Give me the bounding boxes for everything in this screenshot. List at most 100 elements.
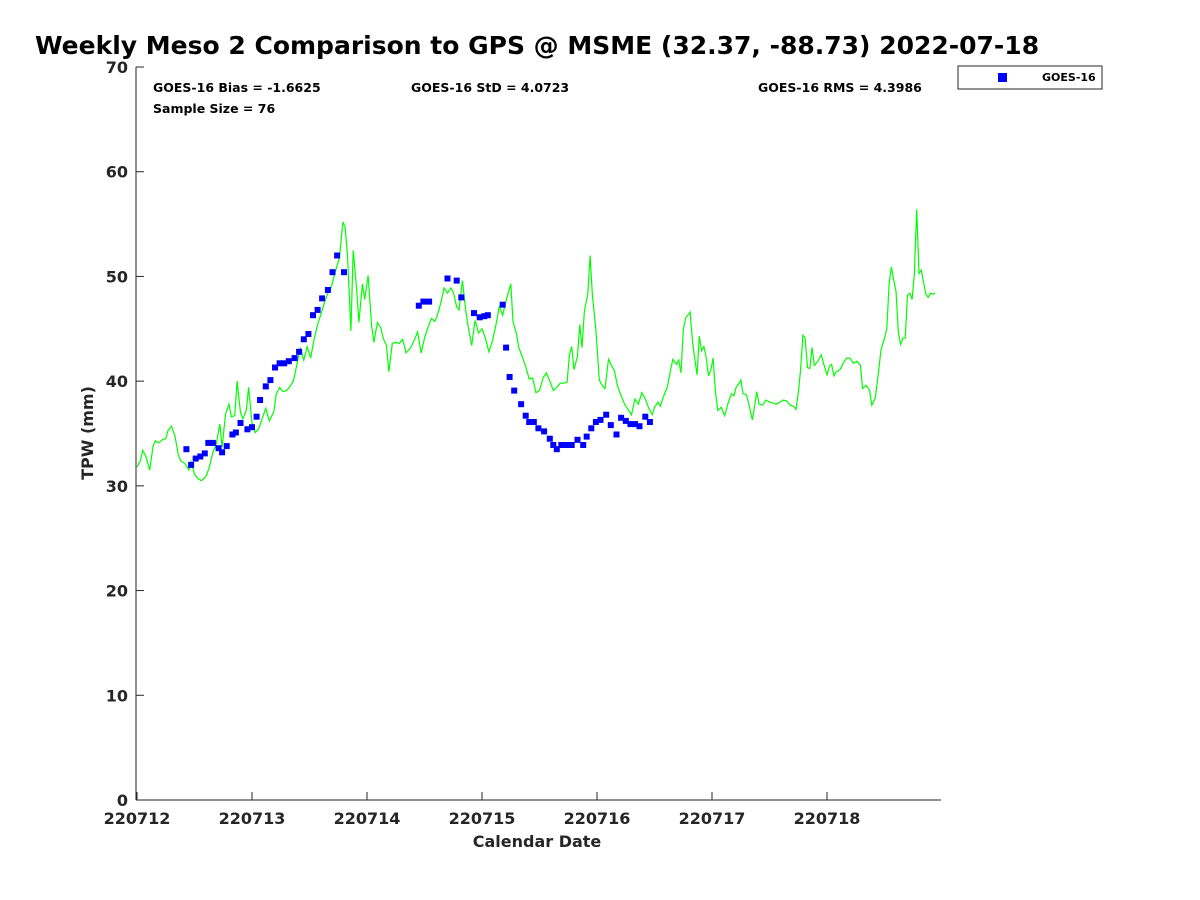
goes16-point bbox=[281, 360, 288, 367]
x-tick-label: 220716 bbox=[564, 809, 631, 828]
y-tick-label: 0 bbox=[117, 791, 128, 810]
goes16-point bbox=[499, 301, 506, 308]
legend-label-goes16: GOES-16 bbox=[1042, 71, 1096, 84]
goes16-point bbox=[334, 252, 341, 259]
goes16-point bbox=[618, 414, 625, 421]
goes16-point bbox=[249, 424, 255, 431]
y-tick-label: 60 bbox=[106, 163, 128, 182]
goes16-point bbox=[272, 364, 278, 371]
y-tick-label: 50 bbox=[106, 267, 128, 286]
stat-bias: GOES-16 Bias = -1.6625 bbox=[153, 80, 321, 95]
chart-title: Weekly Meso 2 Comparison to GPS @ MSME (… bbox=[35, 31, 1039, 60]
stat-sample-size: Sample Size = 76 bbox=[153, 101, 275, 116]
goes16-point bbox=[564, 442, 571, 448]
goes16-point bbox=[310, 312, 316, 319]
x-tick-label: 220712 bbox=[104, 809, 171, 828]
goes16-point bbox=[522, 412, 529, 419]
stat-std: GOES-16 StD = 4.0723 bbox=[411, 80, 569, 95]
goes16-point bbox=[568, 442, 575, 448]
goes16-point bbox=[506, 374, 513, 380]
goes16-point bbox=[511, 387, 518, 394]
goes16-point bbox=[296, 348, 303, 355]
stat-rms: GOES-16 RMS = 4.3986 bbox=[758, 80, 922, 95]
x-tick-label: 220715 bbox=[449, 809, 516, 828]
goes16-point bbox=[201, 450, 208, 457]
x-tick-label: 220718 bbox=[794, 809, 861, 828]
y-tick-label: 70 bbox=[106, 58, 128, 77]
goes16-point bbox=[215, 445, 222, 452]
goes16-point bbox=[553, 446, 560, 453]
goes16-point bbox=[329, 269, 336, 276]
x-tick-label: 220717 bbox=[679, 809, 746, 828]
goes16-point bbox=[526, 419, 533, 425]
goes16-point bbox=[613, 431, 620, 438]
goes16-point bbox=[183, 446, 190, 453]
goes16-point bbox=[503, 344, 510, 351]
goes16-point bbox=[471, 310, 477, 317]
goes16-point bbox=[603, 411, 610, 418]
goes16-point bbox=[341, 269, 347, 276]
goes16-point bbox=[453, 277, 460, 284]
goes16-point bbox=[580, 442, 587, 448]
y-tick-label: 30 bbox=[106, 477, 128, 496]
goes16-point bbox=[223, 443, 230, 450]
x-tick-label: 220713 bbox=[219, 809, 286, 828]
goes16-point bbox=[622, 417, 629, 424]
goes16-point bbox=[300, 336, 307, 343]
goes16-point bbox=[627, 421, 634, 428]
goes16-point bbox=[209, 439, 216, 446]
y-axis-ticks: 0 10 20 30 40 50 60 70 bbox=[106, 58, 144, 810]
goes16-point bbox=[197, 453, 204, 460]
y-tick-label: 40 bbox=[106, 372, 128, 391]
goes16-point bbox=[484, 312, 491, 319]
goes16-point bbox=[530, 419, 537, 425]
goes16-point bbox=[253, 413, 260, 420]
x-axis-ticks: 220712 220713 220714 220715 220716 220717 2207… bbox=[104, 792, 861, 828]
goes16-point bbox=[205, 439, 212, 446]
goes16-point bbox=[558, 442, 565, 448]
y-tick-label: 10 bbox=[106, 686, 128, 705]
goes16-point bbox=[426, 298, 433, 305]
goes16-point bbox=[583, 433, 590, 440]
goes16-point bbox=[444, 275, 451, 282]
goes16-point bbox=[257, 397, 264, 403]
goes16-point bbox=[546, 435, 553, 442]
goes16-point bbox=[642, 413, 649, 420]
goes16-point bbox=[232, 429, 239, 436]
goes16-point bbox=[597, 416, 604, 423]
goes16-point bbox=[476, 314, 483, 321]
goes16-point bbox=[415, 302, 422, 309]
goes16-point bbox=[291, 355, 298, 362]
y-tick-label: 20 bbox=[106, 582, 128, 601]
goes16-point bbox=[319, 295, 326, 302]
legend-box bbox=[957, 65, 1103, 90]
legend: GOES-16 bbox=[957, 65, 1103, 90]
goes16-point bbox=[420, 298, 427, 305]
goes16-point bbox=[535, 425, 542, 432]
goes16-point bbox=[632, 421, 638, 428]
goes16-point bbox=[314, 306, 321, 313]
goes16-point bbox=[188, 461, 195, 468]
goes16-point bbox=[607, 422, 614, 429]
goes16-point bbox=[518, 401, 525, 408]
goes16-point bbox=[458, 294, 465, 301]
legend-marker-goes16 bbox=[998, 73, 1007, 82]
y-axis-label: TPW (mm) bbox=[78, 386, 97, 480]
goes16-point bbox=[192, 455, 199, 462]
goes16-point bbox=[636, 423, 643, 430]
goes16-point bbox=[481, 313, 488, 320]
plot-area bbox=[135, 67, 941, 801]
goes16-point bbox=[285, 358, 292, 365]
goes16-point bbox=[646, 419, 653, 425]
goes16-point bbox=[276, 360, 283, 367]
goes16-point bbox=[237, 420, 244, 426]
goes16-point bbox=[219, 449, 226, 456]
goes16-point bbox=[588, 425, 595, 432]
plot-background bbox=[136, 67, 941, 800]
goes16-point bbox=[244, 426, 251, 433]
goes16-point bbox=[229, 431, 236, 438]
goes16-point bbox=[324, 287, 331, 293]
goes16-point bbox=[262, 383, 269, 390]
goes16-point bbox=[267, 377, 274, 384]
